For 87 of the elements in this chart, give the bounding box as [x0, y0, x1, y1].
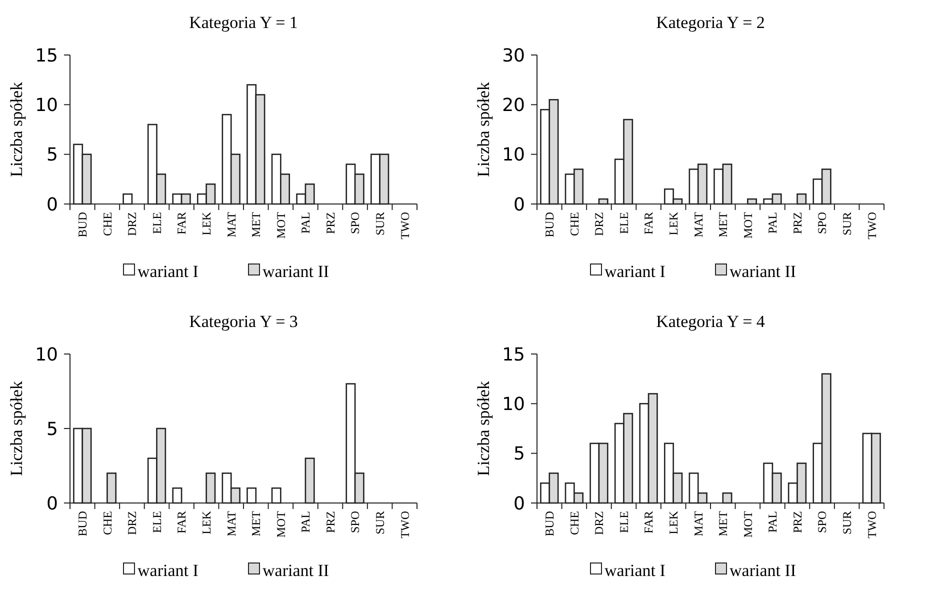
x-tick-label: SPO: [815, 212, 830, 234]
x-tick-label: SUR: [840, 511, 854, 534]
y-tick-label: 5: [514, 444, 525, 465]
x-tick-label: MET: [249, 510, 264, 536]
x-tick-label: FAR: [642, 511, 656, 534]
x-tick-label: ELE: [616, 511, 631, 533]
x-tick-label: PAL: [298, 511, 313, 533]
x-tick-label: MAT: [224, 211, 238, 238]
y-tick-label: 0: [514, 194, 525, 216]
y-tick-label: 20: [502, 94, 525, 116]
x-tick-label: FAR: [174, 511, 189, 534]
x-tick-label: MOT: [274, 510, 288, 538]
x-tick-label: MET: [716, 211, 730, 238]
x-tick-label: TWO: [864, 212, 879, 240]
legend-label: wariant I: [138, 262, 199, 281]
chart-title: Kategoria Y = 1: [189, 13, 298, 32]
x-tick-label: SPO: [348, 212, 362, 234]
x-tick-label: DRZ: [125, 212, 140, 236]
x-tick-label: TWO: [864, 510, 879, 538]
y-tick-label: 15: [35, 45, 58, 66]
chart-title: Kategoria Y = 2: [656, 13, 765, 32]
x-tick-label: FAR: [642, 212, 656, 234]
y-tick-label: 5: [46, 418, 58, 440]
y-tick-label: 5: [46, 144, 58, 166]
legend-label: wariant II: [730, 560, 796, 580]
x-tick-label: SUR: [373, 511, 388, 534]
x-tick-label: LEK: [666, 510, 681, 534]
legend-label: wariant I: [138, 560, 199, 580]
x-tick-label: BUD: [76, 212, 90, 238]
x-tick-label: LEK: [666, 212, 681, 236]
x-tick-label: CHE: [567, 212, 582, 236]
legend-label: wariant I: [604, 560, 666, 580]
y-axis-title: Liczba spółek: [474, 82, 493, 177]
y-axis-title: Liczba spółek: [7, 380, 26, 476]
y-axis-title: Liczba spółek: [7, 82, 26, 177]
x-tick-label: MOT: [274, 211, 288, 239]
x-tick-label: LEK: [200, 510, 214, 534]
x-tick-label: ELE: [150, 212, 164, 234]
x-tick-label: DRZ: [592, 511, 606, 535]
legend-label: wariant I: [604, 262, 666, 281]
x-tick-label: MET: [249, 211, 264, 238]
y-tick-label: 10: [502, 144, 525, 166]
y-tick-label: 30: [502, 45, 525, 66]
chart-title: Kategoria Y = 4: [656, 312, 766, 331]
x-tick-label: PAL: [766, 511, 780, 533]
x-tick-label: MAT: [691, 510, 706, 536]
x-tick-label: MAT: [691, 211, 706, 238]
x-tick-label: MOT: [740, 211, 755, 239]
x-tick-label: TWO: [398, 212, 412, 240]
x-tick-label: LEK: [200, 212, 214, 236]
x-tick-label: MOT: [740, 510, 755, 538]
x-tick-label: DRZ: [592, 212, 606, 236]
x-tick-label: MET: [716, 510, 730, 536]
x-tick-label: SPO: [815, 510, 830, 534]
y-tick-label: 10: [35, 344, 58, 366]
x-tick-label: SUR: [840, 212, 854, 236]
y-tick-label: 0: [46, 493, 58, 514]
x-tick-label: BUD: [542, 212, 557, 238]
x-tick-label: PRZ: [323, 212, 338, 234]
x-tick-label: CHE: [100, 212, 114, 236]
x-tick-label: ELE: [150, 511, 164, 533]
y-tick-label: 0: [46, 194, 58, 216]
y-tick-label: 10: [35, 94, 58, 116]
y-tick-label: 10: [502, 394, 525, 415]
x-tick-label: PAL: [766, 212, 780, 234]
x-tick-label: PRZ: [790, 212, 804, 234]
x-tick-label: PRZ: [790, 511, 804, 534]
x-tick-label: FAR: [174, 212, 189, 234]
x-tick-label: CHE: [100, 511, 114, 535]
x-tick-label: BUD: [542, 510, 557, 536]
x-tick-label: SPO: [348, 510, 362, 534]
x-tick-label: TWO: [398, 510, 412, 538]
y-tick-label: 15: [502, 344, 525, 366]
x-tick-label: ELE: [616, 212, 631, 234]
x-tick-label: MAT: [224, 510, 238, 536]
x-tick-label: PRZ: [323, 511, 338, 534]
chart-title: Kategoria Y = 3: [189, 312, 298, 331]
x-tick-label: SUR: [373, 212, 388, 236]
legend-label: wariant II: [262, 262, 330, 281]
x-tick-label: PAL: [298, 212, 313, 234]
y-tick-label: 0: [514, 493, 525, 514]
x-tick-label: CHE: [567, 511, 582, 535]
legend-label: wariant II: [262, 560, 330, 580]
y-axis-title: Liczba spółek: [474, 380, 493, 476]
legend-label: wariant II: [730, 262, 796, 281]
x-tick-label: BUD: [76, 510, 90, 536]
x-tick-label: DRZ: [125, 511, 140, 535]
